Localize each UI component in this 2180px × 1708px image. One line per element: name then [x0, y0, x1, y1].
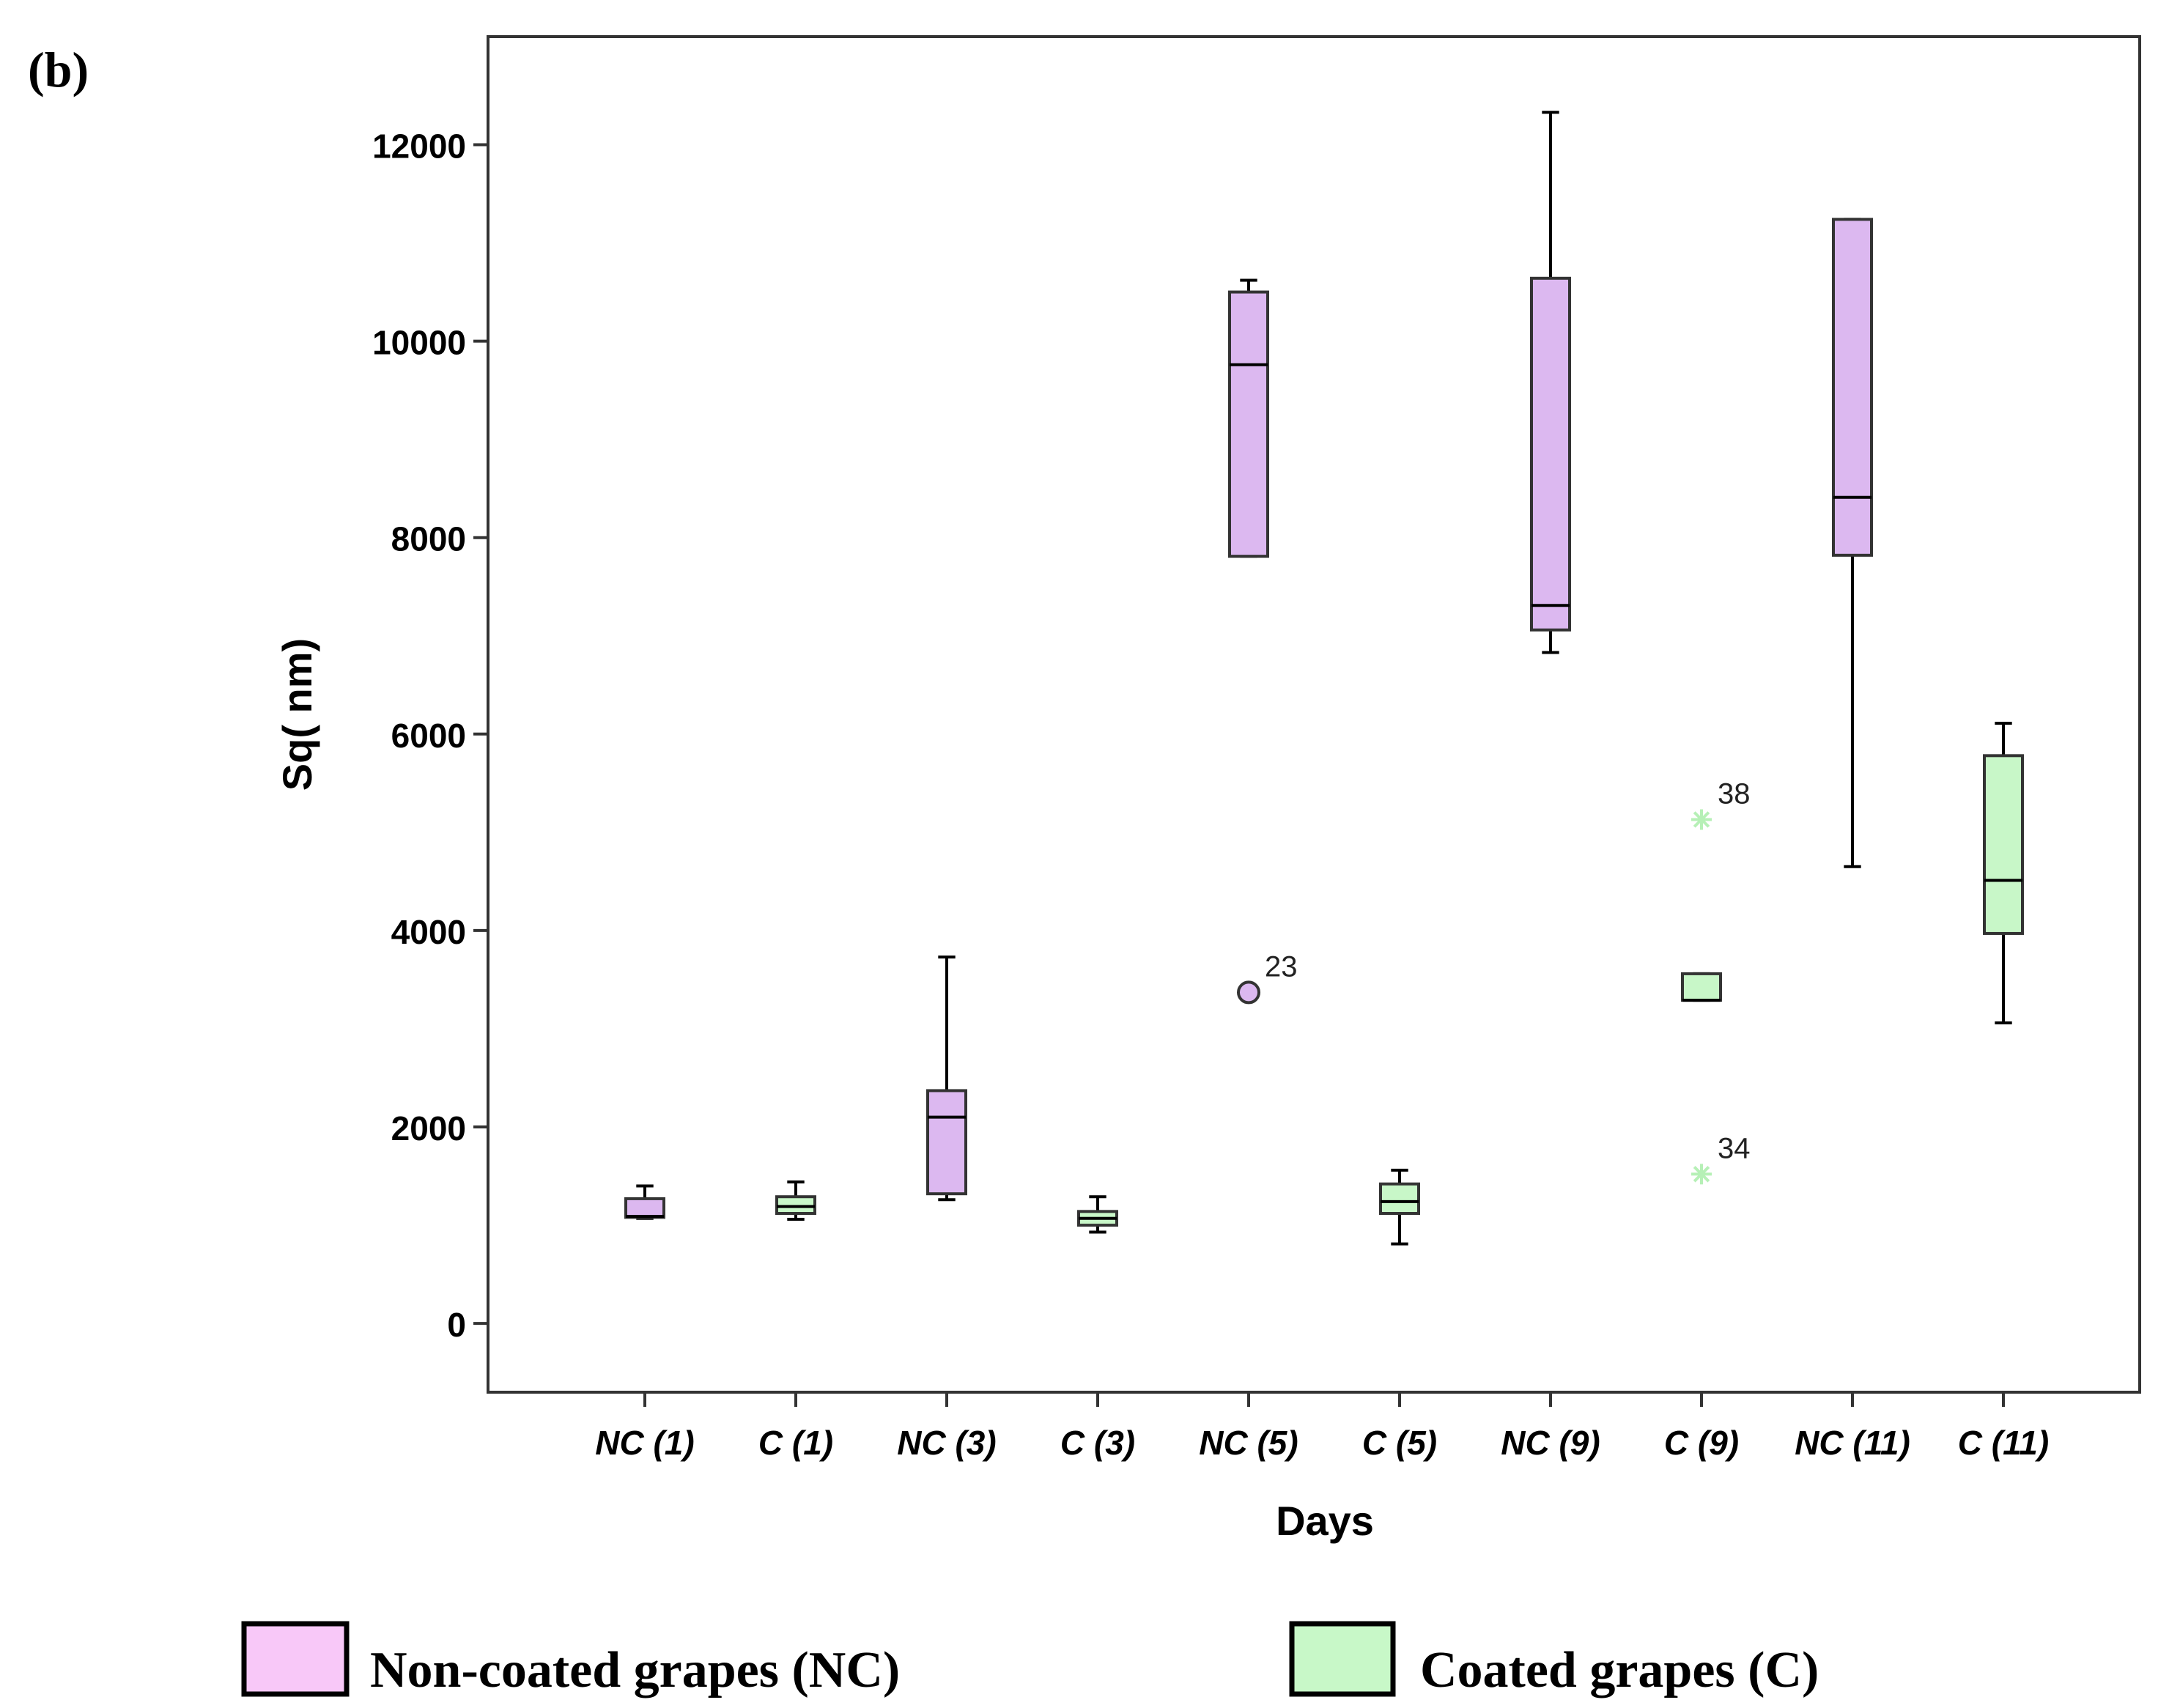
- outlier-series: 23 38 34: [1237, 777, 1751, 1185]
- x-tick-label: C (11): [1958, 1424, 2049, 1462]
- legend-label-c: Coated grapes (C): [1420, 1642, 1819, 1698]
- box-c-11: [1983, 722, 2024, 1024]
- box-c-9: [1681, 972, 1722, 1002]
- box-body: [1983, 754, 2024, 935]
- box-c-1: [775, 1180, 816, 1221]
- box-body: [1379, 1182, 1420, 1216]
- outlier-star: [1691, 809, 1712, 830]
- box-c-3: [1077, 1195, 1118, 1234]
- x-tick-label: NC (5): [1199, 1424, 1298, 1462]
- panel-label: (b): [28, 42, 89, 97]
- y-tick-label: 6000: [391, 717, 466, 755]
- box-body: [1681, 972, 1722, 1002]
- y-tick-label: 8000: [391, 520, 466, 558]
- box-body: [1530, 276, 1571, 632]
- x-axis: NC (1) C (1) NC (3) C (3) NC (5) C (5) NC (9) C…: [595, 1392, 2049, 1462]
- box-body: [775, 1195, 816, 1216]
- box-nc-1: [624, 1184, 665, 1220]
- box-c-5: [1379, 1169, 1420, 1246]
- box-body: [926, 1089, 967, 1196]
- legend-label-nc: Non-coated grapes (NC): [370, 1642, 900, 1698]
- box-nc-3: [926, 955, 967, 1202]
- y-tick-label: 10000: [372, 324, 466, 362]
- x-tick-label: NC (11): [1795, 1424, 1910, 1462]
- outlier-label: 23: [1265, 950, 1298, 983]
- outlier-star: [1691, 1164, 1712, 1185]
- x-tick-label: C (3): [1060, 1424, 1135, 1462]
- x-tick-label: NC (9): [1501, 1424, 1600, 1462]
- y-tick-label: 12000: [372, 127, 466, 165]
- outlier-label: 38: [1718, 777, 1751, 810]
- box-body: [1832, 218, 1873, 557]
- box-body: [1228, 290, 1269, 558]
- x-tick-label: C (1): [758, 1424, 833, 1462]
- legend-swatch-c: [1289, 1621, 1396, 1697]
- x-tick-label: NC (3): [897, 1424, 996, 1462]
- box-nc-9: [1530, 111, 1571, 654]
- y-tick-label: 2000: [391, 1109, 466, 1147]
- y-axis-title: Sq( nm): [274, 638, 320, 791]
- legend: Non-coated grapes (NC) Coated grapes (C): [241, 1621, 1819, 1698]
- box-body: [624, 1197, 665, 1219]
- x-tick-label: NC (1): [595, 1424, 694, 1462]
- outlier-circle: [1237, 980, 1260, 1005]
- y-axis: 0 2000 4000 6000 8000 10000 12000: [372, 127, 488, 1344]
- box-nc-11: [1832, 218, 1873, 868]
- outlier-label: 34: [1718, 1132, 1751, 1164]
- x-axis-title: Days: [1276, 1498, 1374, 1544]
- y-tick-label: 0: [447, 1306, 466, 1344]
- plot-frame: [487, 35, 2141, 1394]
- x-tick-label: C (5): [1362, 1424, 1437, 1462]
- box-series: [624, 111, 2024, 1246]
- legend-swatch-nc: [241, 1621, 350, 1697]
- x-tick-label: C (9): [1664, 1424, 1739, 1462]
- box-nc-5: [1228, 278, 1269, 558]
- y-tick-label: 4000: [391, 913, 466, 951]
